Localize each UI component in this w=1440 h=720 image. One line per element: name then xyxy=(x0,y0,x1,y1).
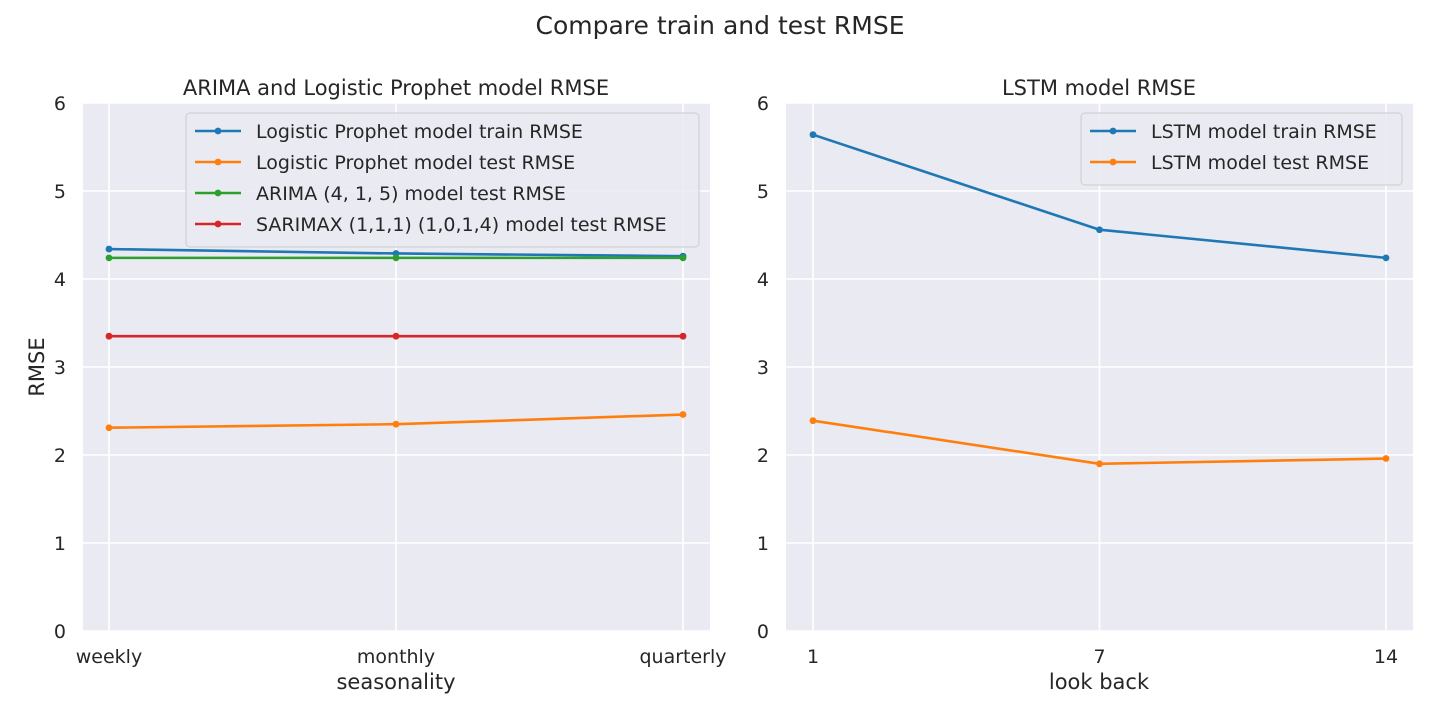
right-data-point xyxy=(1382,455,1390,462)
right-legend-marker xyxy=(1109,127,1117,135)
right-data-point xyxy=(809,131,817,139)
left-ytick-label: 2 xyxy=(54,445,66,467)
left-chart-title: ARIMA and Logistic Prophet model RMSE xyxy=(183,76,609,100)
right-data-point xyxy=(1096,460,1103,468)
left-legend-marker xyxy=(214,158,222,166)
left-xtick-label: weekly xyxy=(76,646,142,668)
right-data-point xyxy=(1382,254,1390,262)
left-legend-label: SARIMAX (1,1,1) (1,0,1,4) model test RMS… xyxy=(256,214,667,236)
right-ytick-label: 3 xyxy=(757,357,769,379)
left-data-point xyxy=(105,424,113,432)
left-data-point xyxy=(105,245,113,253)
right-legend: LSTM model train RMSE LSTM model test RMS… xyxy=(1080,112,1403,186)
right-data-point xyxy=(1096,226,1103,234)
right-legend-label: LSTM model test RMSE xyxy=(1151,152,1369,174)
left-xtick-label: monthly xyxy=(357,646,435,668)
right-legend-box xyxy=(1080,112,1403,186)
right-chart-xlabel: look back xyxy=(1049,670,1150,694)
left-legend-marker xyxy=(214,189,222,197)
left-ytick-label: 6 xyxy=(54,93,66,115)
left-ytick-label: 3 xyxy=(54,357,66,379)
left-data-point xyxy=(679,254,687,262)
right-ytick-label: 4 xyxy=(757,269,769,291)
left-data-point xyxy=(392,332,400,340)
right-legend-label: LSTM model train RMSE xyxy=(1151,121,1377,143)
left-chart: ARIMA and Logistic Prophet model RMSE RM… xyxy=(25,76,727,694)
right-chart-title: LSTM model RMSE xyxy=(1002,76,1196,100)
left-legend-label: Logistic Prophet model train RMSE xyxy=(256,121,583,143)
left-xtick-label: quarterly xyxy=(639,646,726,668)
left-ytick-label: 0 xyxy=(54,621,66,643)
left-data-point xyxy=(679,332,687,340)
left-chart-ylabel: RMSE xyxy=(25,337,49,396)
right-ytick-label: 1 xyxy=(757,533,769,555)
right-legend-marker xyxy=(1109,158,1117,166)
right-chart: LSTM model RMSE look back 0 1 2 3 4 5 6 1 7 14 LS… xyxy=(757,76,1413,694)
right-ytick-label: 5 xyxy=(757,181,769,203)
left-ytick-label: 5 xyxy=(54,181,66,203)
left-legend-label: ARIMA (4, 1, 5) model test RMSE xyxy=(256,183,566,205)
right-xtick-label: 14 xyxy=(1374,646,1398,668)
left-legend: Logistic Prophet model train RMSE Logisti… xyxy=(185,112,700,248)
right-data-point xyxy=(809,417,817,425)
left-data-point xyxy=(105,332,113,340)
left-data-point xyxy=(105,254,113,262)
right-ytick-label: 6 xyxy=(757,93,769,115)
right-xtick-label: 1 xyxy=(807,646,819,668)
figure-suptitle: Compare train and test RMSE xyxy=(535,11,904,40)
left-legend-label: Logistic Prophet model test RMSE xyxy=(256,152,575,174)
left-ytick-label: 4 xyxy=(54,269,66,291)
left-legend-box xyxy=(185,112,700,248)
left-chart-xlabel: seasonality xyxy=(336,670,455,694)
left-data-point xyxy=(392,420,400,428)
left-data-point xyxy=(679,411,687,418)
right-ytick-label: 0 xyxy=(757,621,769,643)
left-ytick-label: 1 xyxy=(54,533,66,555)
left-data-point xyxy=(392,254,400,262)
left-legend-marker xyxy=(214,220,222,228)
left-legend-marker xyxy=(214,127,222,135)
right-ytick-label: 2 xyxy=(757,445,769,467)
right-xtick-label: 7 xyxy=(1093,646,1105,668)
